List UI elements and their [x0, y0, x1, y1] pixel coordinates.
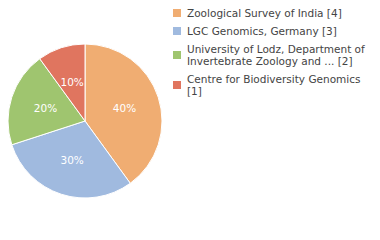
svg-text:Zoological Survey of India [4]: Zoological Survey of India [4]: [187, 7, 342, 19]
svg-text:40%: 40%: [113, 102, 136, 114]
svg-text:30%: 30%: [61, 154, 84, 166]
svg-text:Centre for Biodiversity Genomi: Centre for Biodiversity Genomics: [187, 73, 364, 85]
svg-text:10%: 10%: [61, 76, 84, 88]
svg-text:Invertebrate Zoology and ... [: Invertebrate Zoology and ... [2]: [187, 55, 353, 67]
svg-text:20%: 20%: [34, 102, 57, 114]
svg-text:[1]: [1]: [187, 85, 202, 97]
svg-text:LGC Genomics, Germany [3]: LGC Genomics, Germany [3]: [187, 25, 337, 37]
svg-text:University of Lodz, Department: University of Lodz, Department of: [187, 43, 368, 55]
